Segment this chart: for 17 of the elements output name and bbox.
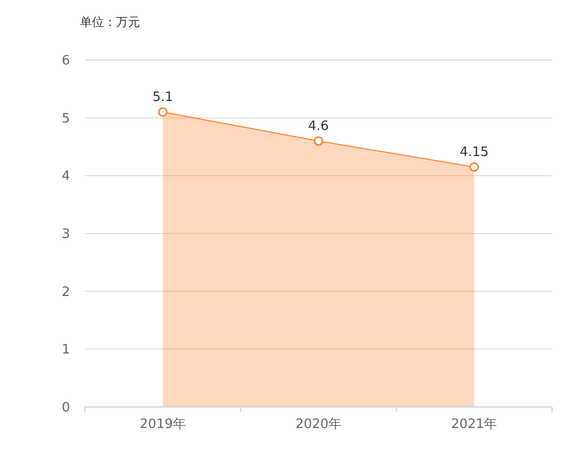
y-axis-title: 单位：万元 xyxy=(80,15,140,29)
y-tick-label: 3 xyxy=(62,227,70,242)
data-label: 4.15 xyxy=(460,144,489,160)
data-label: 5.1 xyxy=(152,90,174,106)
x-tick-label: 2020年 xyxy=(295,417,342,432)
y-tick-label: 2 xyxy=(62,284,70,300)
y-tick-label: 5 xyxy=(62,111,70,126)
y-tick-label: 6 xyxy=(62,54,70,69)
y-tick-label: 0 xyxy=(62,400,70,416)
y-tick-label: 1 xyxy=(62,342,70,358)
y-tick-label: 4 xyxy=(62,169,70,184)
point xyxy=(469,162,479,172)
point xyxy=(158,107,168,117)
data-label: 4.6 xyxy=(308,118,329,134)
x-tick-label: 2019年 xyxy=(140,417,186,432)
point xyxy=(314,136,324,146)
x-tick-label: 2021年 xyxy=(451,417,498,432)
